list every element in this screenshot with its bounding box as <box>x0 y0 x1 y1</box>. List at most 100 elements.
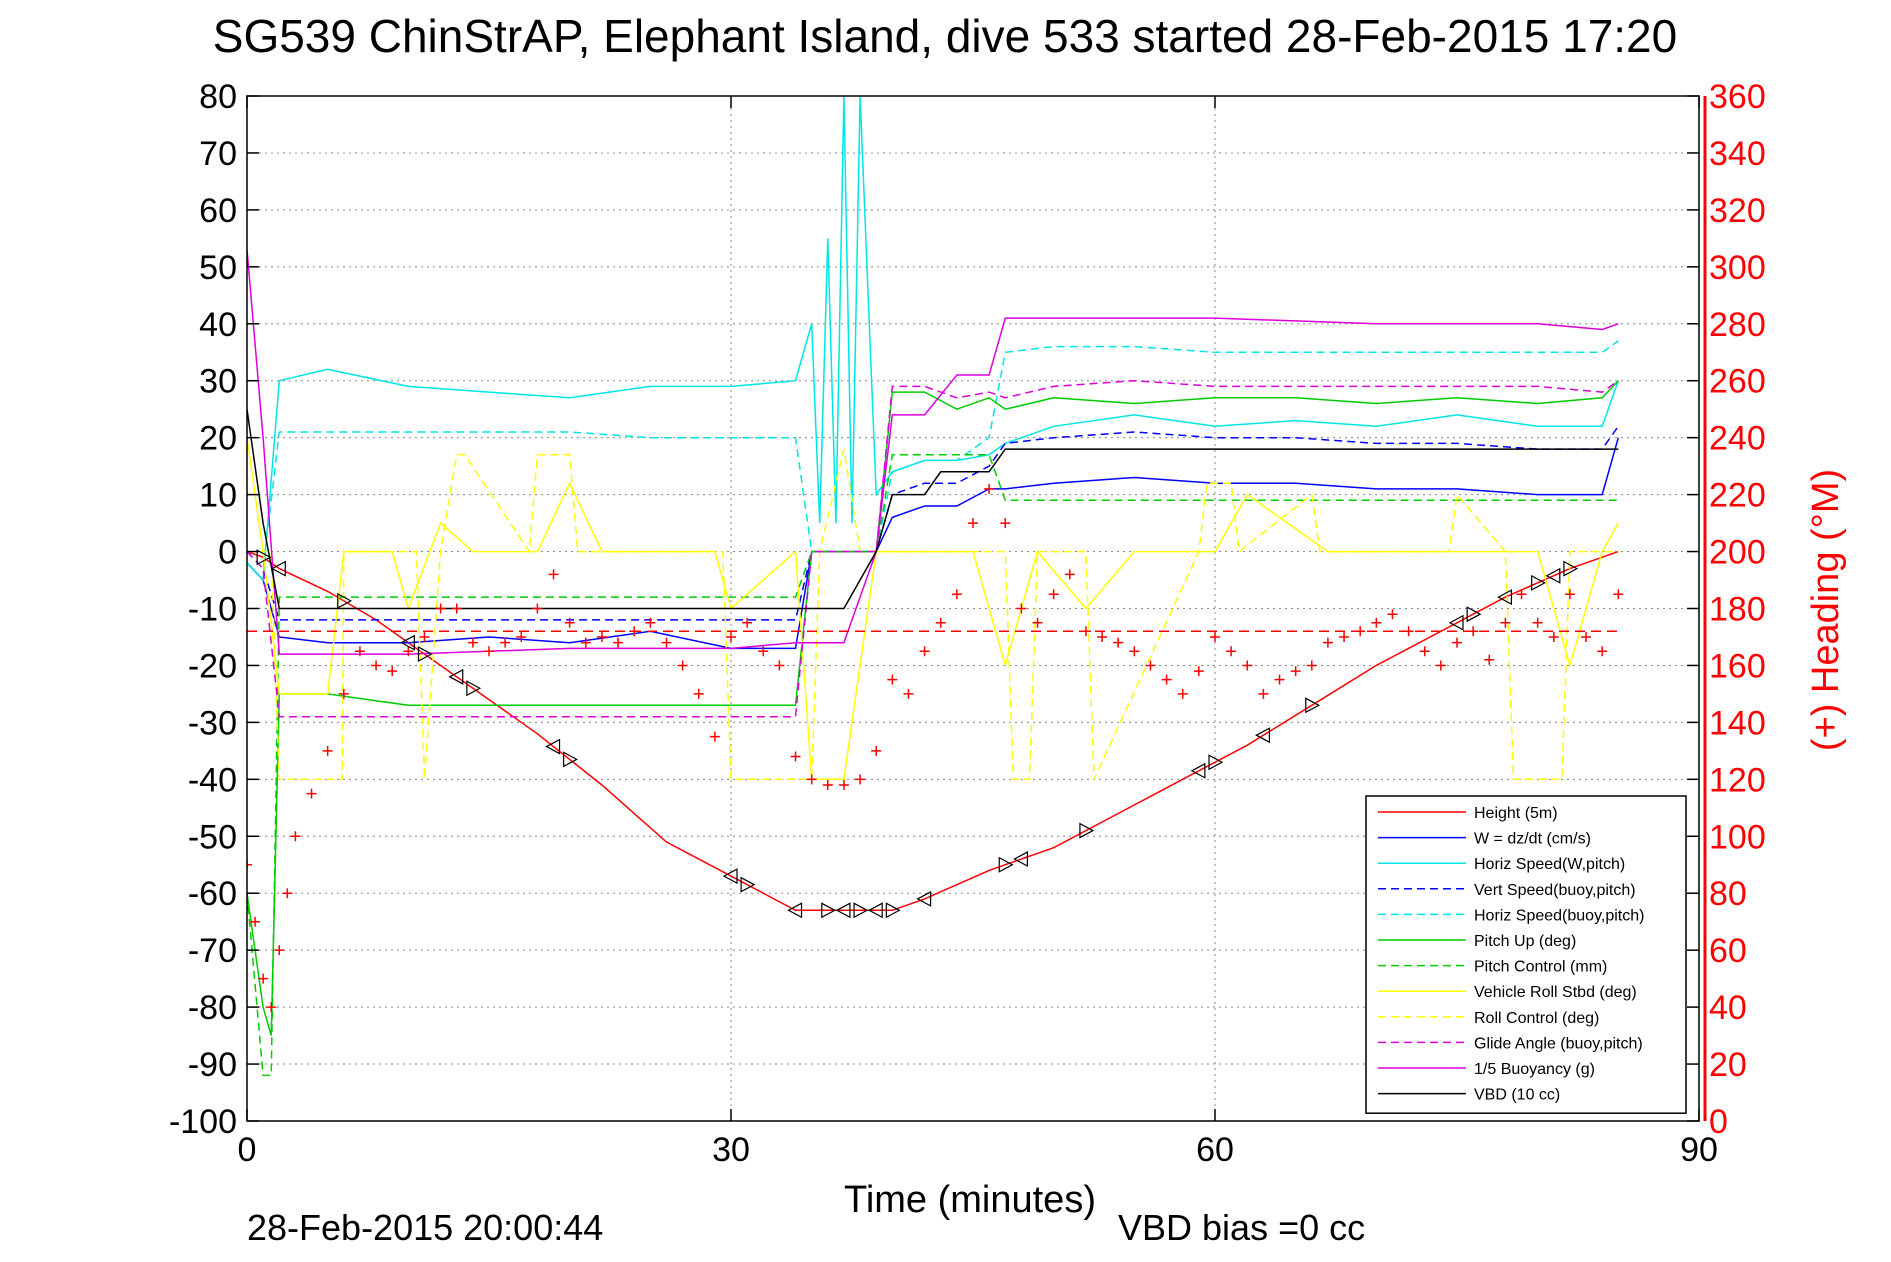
right-axis-tick-label: 300 <box>1709 249 1766 287</box>
left-axis-tick-label: -60 <box>188 875 237 913</box>
heading-point <box>338 688 349 699</box>
heading-point <box>1242 660 1253 671</box>
series-line <box>247 379 1619 718</box>
heading-point <box>419 631 430 642</box>
legend-entry-label: Horiz Speed(buoy,pitch) <box>1474 907 1644 924</box>
left-axis-tick-label: -70 <box>188 932 237 970</box>
heading-point <box>1306 660 1317 671</box>
legend-entry-label: 1/5 Buoyancy (g) <box>1474 1061 1595 1078</box>
series-line <box>247 249 1619 655</box>
right-axis-tick-label: 280 <box>1709 306 1766 344</box>
heading-point <box>1484 654 1495 665</box>
heading-point <box>1193 666 1204 677</box>
heading-point <box>451 603 462 614</box>
heading-point <box>266 1002 277 1013</box>
heading-point <box>1371 617 1382 628</box>
height-marker <box>1255 727 1270 744</box>
height-marker <box>867 902 883 919</box>
heading-point <box>693 688 704 699</box>
height-marker <box>1563 560 1579 577</box>
height-marker <box>466 680 482 697</box>
right-axis-tick-label: 120 <box>1709 761 1766 799</box>
right-axis-tick-label: 80 <box>1709 875 1747 913</box>
left-axis-tick-label: -20 <box>188 647 237 685</box>
heading-point <box>322 745 333 756</box>
height-marker <box>1466 606 1482 623</box>
height-marker <box>271 560 286 577</box>
heading-point <box>742 617 753 628</box>
height-marker <box>563 751 578 768</box>
left-axis-tick-label: -30 <box>188 704 237 742</box>
heading-point <box>1016 603 1027 614</box>
height-marker <box>1545 567 1561 584</box>
chart-title: SG539 ChinStrAP, Elephant Island, dive 5… <box>213 10 1677 62</box>
heading-point <box>1097 631 1108 642</box>
left-axis-tick-label: 20 <box>199 420 237 458</box>
right-axis-tick-label: 20 <box>1709 1046 1747 1084</box>
heading-point <box>1387 609 1398 620</box>
height-marker <box>400 634 415 651</box>
height-marker <box>417 646 433 663</box>
right-axis-tick-label: 60 <box>1709 932 1747 970</box>
heading-point <box>758 646 769 657</box>
heading-point <box>1468 626 1479 637</box>
heading-point <box>645 617 656 628</box>
height-marker <box>1013 851 1028 868</box>
heading-point <box>1145 660 1156 671</box>
left-axis-tick-label: 80 <box>199 78 237 116</box>
right-axis-tick-label: 260 <box>1709 363 1766 401</box>
heading-point <box>1452 637 1462 648</box>
x-axis-tick-label: 90 <box>1680 1131 1718 1169</box>
height-marker <box>545 738 561 755</box>
legend-box <box>1365 795 1687 1114</box>
heading-point <box>919 646 930 657</box>
height-marker <box>853 902 869 919</box>
heading-point <box>548 569 559 580</box>
x-axis-tick-label: 30 <box>712 1131 750 1169</box>
height-marker <box>1448 614 1464 631</box>
heading-point <box>871 745 882 756</box>
height-marker <box>1305 697 1321 714</box>
heading-point <box>1000 518 1011 529</box>
heading-point <box>774 660 785 671</box>
height-marker <box>722 868 738 885</box>
height-marker <box>998 856 1014 873</box>
heading-point <box>1129 646 1140 657</box>
right-axis-label: (+) Heading (°M) <box>1805 469 1847 751</box>
heading-point <box>1080 626 1091 637</box>
heading-point <box>250 916 261 927</box>
x-axis-tick-label: 0 <box>238 1131 257 1169</box>
heading-point <box>887 674 898 685</box>
heading-point <box>661 637 672 648</box>
left-axis-tick-label: -80 <box>188 989 237 1027</box>
series-line <box>247 340 1619 571</box>
x-axis: 0 30 60 90 <box>238 96 1718 1169</box>
heading-point <box>629 626 640 637</box>
heading-point <box>532 603 543 614</box>
left-axis-tick-label: 30 <box>199 363 237 401</box>
left-axis-tick-label: -10 <box>188 591 237 629</box>
legend-entry-label: Vert Speed(buoy,pitch) <box>1474 882 1636 899</box>
heading-point <box>247 859 252 870</box>
x-axis-tick-label: 60 <box>1196 1131 1234 1169</box>
left-axis-tick-label: -50 <box>188 818 237 856</box>
heading-point <box>1435 660 1446 671</box>
right-axis-tick-label: 240 <box>1709 420 1766 458</box>
heading-point <box>1210 631 1220 642</box>
heading-point <box>1274 674 1285 685</box>
heading-point <box>1564 589 1575 600</box>
legend-entry-label: Horiz Speed(W,pitch) <box>1474 856 1625 873</box>
height-marker <box>916 890 932 907</box>
legend-entry-label: Pitch Up (deg) <box>1474 933 1576 950</box>
heading-point <box>968 518 978 529</box>
heading-point <box>855 774 866 785</box>
legend-entry-label: Vehicle Roll Stbd (deg) <box>1474 984 1637 1001</box>
left-axis-tick-label: -100 <box>169 1103 237 1141</box>
heading-point <box>1048 589 1059 600</box>
series-line <box>247 380 1619 1036</box>
heading-point <box>435 603 446 614</box>
heading-point <box>306 788 317 799</box>
height-marker <box>1208 754 1224 771</box>
heading-point <box>1516 589 1527 600</box>
